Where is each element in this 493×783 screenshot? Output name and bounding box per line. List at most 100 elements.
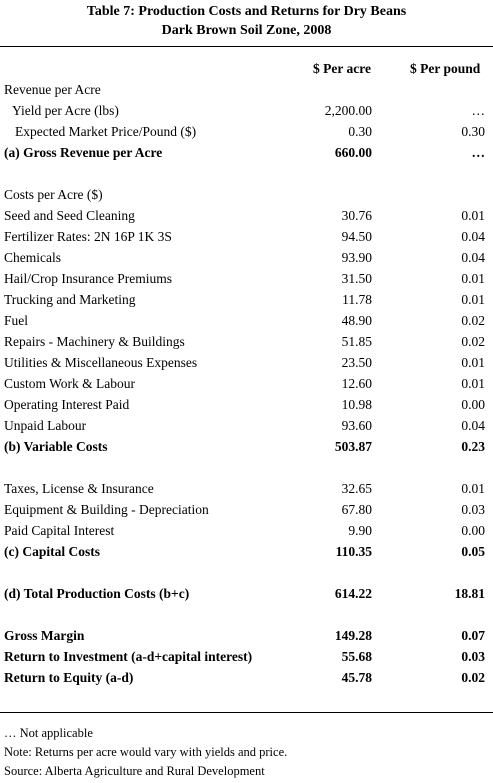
table-row: Return to Equity (a-d) 45.78 0.02	[0, 668, 493, 688]
table-row: Fertilizer Rates: 2N 16P 1K 3S 94.50 0.0…	[0, 227, 493, 247]
per-pound-value: 0.01	[461, 208, 485, 223]
row-label: Gross Margin	[4, 628, 85, 643]
per-acre-value: 93.60	[341, 418, 372, 433]
per-pound-value: 0.01	[461, 271, 485, 286]
per-acre-value: 11.78	[342, 292, 372, 307]
per-acre-value: 9.90	[348, 523, 372, 538]
table-row: Taxes, License & Insurance 32.65 0.01	[0, 479, 493, 499]
table-row: Revenue per Acre	[0, 80, 493, 100]
row-label: Repairs - Machinery & Buildings	[4, 334, 185, 349]
table-row: Utilities & Miscellaneous Expenses 23.50…	[0, 353, 493, 373]
row-label: Taxes, License & Insurance	[4, 481, 154, 496]
per-pound-value: 0.02	[461, 313, 485, 328]
table-title-line1: Table 7: Production Costs and Returns fo…	[86, 4, 407, 19]
per-acre-value: 10.98	[341, 397, 372, 412]
row-label: Operating Interest Paid	[4, 397, 130, 412]
per-pound-value: 0.30	[461, 124, 485, 139]
per-pound-value: …	[471, 145, 486, 160]
per-acre-value: 660.00	[334, 145, 372, 160]
table-row: Costs per Acre ($)	[0, 185, 493, 205]
per-acre-value: 31.50	[341, 271, 372, 286]
per-pound-value: 0.05	[461, 544, 485, 559]
row-label: Equipment & Building - Depreciation	[4, 502, 209, 517]
row-label: (a) Gross Revenue per Acre	[4, 145, 163, 160]
per-acre-value: 23.50	[341, 355, 372, 370]
table-row: (c) Capital Costs 110.35 0.05	[0, 542, 493, 562]
table-title-line2: Dark Brown Soil Zone, 2008	[161, 23, 332, 38]
header-per-acre: $ Per acre	[313, 61, 371, 76]
table-row: Return to Investment (a-d+capital intere…	[0, 647, 493, 667]
row-label: Revenue per Acre	[4, 82, 101, 97]
per-acre-value: 48.90	[341, 313, 372, 328]
per-acre-value: 503.87	[334, 439, 372, 454]
per-acre-value: 12.60	[341, 376, 372, 391]
per-pound-value: 0.01	[461, 292, 485, 307]
row-label: Return to Investment (a-d+capital intere…	[4, 649, 253, 664]
per-pound-value: 0.01	[461, 481, 485, 496]
per-acre-value: 93.90	[341, 250, 372, 265]
table-row: Paid Capital Interest 9.90 0.00	[0, 521, 493, 541]
table-row: (d) Total Production Costs (b+c) 614.22 …	[0, 584, 493, 604]
per-pound-value: …	[471, 103, 486, 118]
row-label: (c) Capital Costs	[4, 544, 100, 559]
table-row: Seed and Seed Cleaning 30.76 0.01	[0, 206, 493, 226]
table-row: Trucking and Marketing 11.78 0.01	[0, 290, 493, 310]
table-row: Gross Margin 149.28 0.07	[0, 626, 493, 646]
per-pound-value: 0.03	[461, 502, 485, 517]
per-acre-value: 45.78	[341, 670, 372, 685]
per-pound-value: 0.00	[461, 397, 485, 412]
row-label: Trucking and Marketing	[4, 292, 136, 307]
table-row: Expected Market Price/Pound ($) 0.30 0.3…	[0, 122, 493, 142]
per-pound-value: 0.01	[461, 376, 485, 391]
footnote-source: Source: Alberta Agriculture and Rural De…	[4, 764, 265, 778]
row-label: Yield per Acre (lbs)	[12, 103, 119, 118]
per-acre-value: 32.65	[341, 481, 372, 496]
row-label: Costs per Acre ($)	[4, 187, 103, 202]
table-row: Custom Work & Labour 12.60 0.01	[0, 374, 493, 394]
table-row: Operating Interest Paid 10.98 0.00	[0, 395, 493, 415]
row-label: Chemicals	[4, 250, 61, 265]
row-label: Expected Market Price/Pound ($)	[15, 124, 197, 139]
table-row: Fuel 48.90 0.02	[0, 311, 493, 331]
per-pound-value: 0.03	[461, 649, 485, 664]
row-label: Utilities & Miscellaneous Expenses	[4, 355, 198, 370]
per-pound-value: 0.02	[461, 670, 485, 685]
row-label: Seed and Seed Cleaning	[4, 208, 135, 223]
per-pound-value: 0.04	[461, 418, 485, 433]
table-row: Repairs - Machinery & Buildings 51.85 0.…	[0, 332, 493, 352]
table-row: Yield per Acre (lbs) 2,200.00 …	[0, 101, 493, 121]
row-label: Paid Capital Interest	[4, 523, 115, 538]
per-acre-value: 110.35	[335, 544, 372, 559]
per-pound-value: 0.07	[461, 628, 485, 643]
row-label: (b) Variable Costs	[4, 439, 108, 454]
row-label: Hail/Crop Insurance Premiums	[4, 271, 172, 286]
row-label: Return to Equity (a-d)	[4, 670, 134, 685]
per-pound-value: 0.00	[461, 523, 485, 538]
per-pound-value: 18.81	[454, 586, 485, 601]
per-pound-value: 0.04	[461, 229, 485, 244]
per-acre-value: 94.50	[341, 229, 372, 244]
per-acre-value: 67.80	[341, 502, 372, 517]
per-acre-value: 2,200.00	[324, 103, 372, 118]
per-acre-value: 55.68	[341, 649, 372, 664]
per-pound-value: 0.01	[461, 355, 485, 370]
table-row: Chemicals 93.90 0.04	[0, 248, 493, 268]
per-acre-value: 0.30	[348, 124, 372, 139]
footnote-not-applicable: … Not applicable	[4, 726, 93, 740]
table-row: Unpaid Labour 93.60 0.04	[0, 416, 493, 436]
per-acre-value: 614.22	[334, 586, 372, 601]
bottom-rule	[0, 712, 493, 713]
row-label: Unpaid Labour	[4, 418, 87, 433]
top-rule	[0, 46, 493, 47]
table-row: (a) Gross Revenue per Acre 660.00 …	[0, 143, 493, 163]
per-acre-value: 51.85	[341, 334, 372, 349]
row-label: (d) Total Production Costs (b+c)	[4, 586, 190, 601]
table-row: Hail/Crop Insurance Premiums 31.50 0.01	[0, 269, 493, 289]
row-label: Fuel	[4, 313, 29, 328]
per-pound-value: 0.04	[461, 250, 485, 265]
header-per-pound: $ Per pound	[410, 61, 481, 76]
table-row: (b) Variable Costs 503.87 0.23	[0, 437, 493, 457]
row-label: Custom Work & Labour	[4, 376, 136, 391]
per-acre-value: 149.28	[334, 628, 372, 643]
per-pound-value: 0.02	[461, 334, 485, 349]
